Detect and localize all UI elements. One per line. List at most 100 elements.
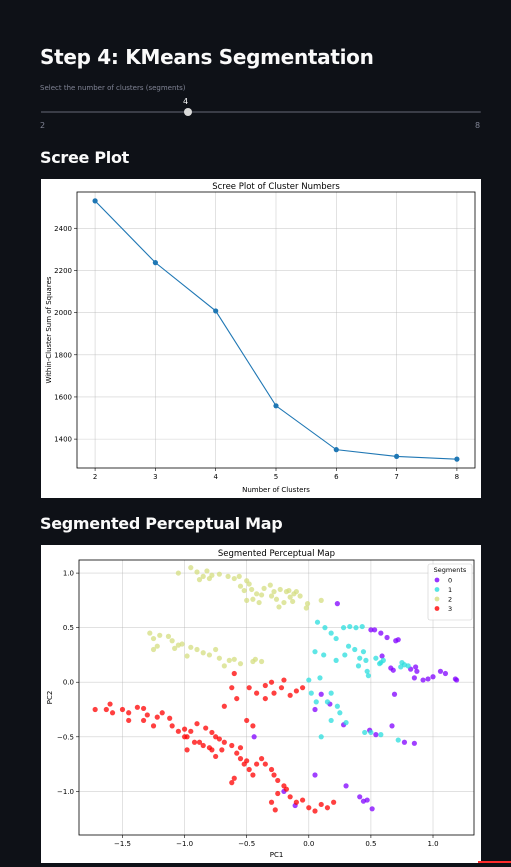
data-point-segment-0 [251,734,257,740]
data-point-segment-1 [365,673,372,679]
data-point-segment-3 [241,761,247,767]
data-point-segment-0 [343,783,349,789]
data-point-segment-0 [442,670,449,677]
slider-max-label: 8 [475,121,481,130]
data-point-segment-3 [254,761,260,767]
data-point-segment-3 [293,688,299,694]
data-point-segment-2 [194,569,200,575]
data-point-segment-1 [395,737,401,743]
data-point-segment-1 [313,699,319,705]
data-point-segment-0 [395,637,401,643]
data-point-segment-2 [236,573,242,579]
data-point-segment-0 [425,676,431,682]
y-tick-label: 0.0 [63,679,74,687]
data-point-segment-1 [334,703,340,709]
x-tick-label: 8 [455,473,459,481]
legend-marker-3 [434,606,440,611]
data-point-segment-3 [181,734,188,740]
data-point-segment-2 [237,661,244,667]
x-tick-label: 0.0 [303,840,314,848]
data-point-segment-3 [119,706,126,713]
scree-plot-heading: Scree Plot [40,148,130,167]
legend-marker-0 [434,577,440,583]
legend-label-3: 3 [448,605,452,613]
data-point-segment-3 [231,670,237,677]
page-title: Step 4: KMeans Segmentation [40,45,374,69]
data-point-segment-2 [258,658,265,665]
data-point-segment-2 [204,568,210,574]
slider-thumb[interactable] [183,108,192,116]
y-tick-label: 1600 [54,393,72,401]
data-point-segment-1 [328,717,334,724]
data-point-segment-0 [318,691,324,697]
data-point-segment-0 [391,691,398,697]
data-point-segment-2 [244,597,250,603]
data-point-segment-3 [184,747,190,753]
data-point-segment-3 [312,808,318,814]
x-tick-label: 5 [274,473,278,481]
data-point-segment-3 [287,692,293,698]
data-point-segment-1 [357,655,363,661]
legend-marker-2 [434,596,440,602]
slider-value: 4 [183,97,189,106]
data-point-segment-3 [271,690,277,696]
data-point-segment-2 [293,589,299,595]
data-point-segment-3 [287,794,293,800]
data-point-segment-1 [318,734,324,740]
y-tick-label: 2400 [54,225,72,233]
scree-plot-figure: Scree Plot of Cluster Numbers 2 3 4 5 6 7 8 1400… [41,179,481,498]
data-point-segment-2 [165,633,172,639]
plot-frame [78,559,475,836]
data-point-segment-3 [234,750,240,756]
data-point [454,456,460,462]
data-point-segment-1 [345,643,352,649]
data-point-segment-1 [362,729,368,736]
data-point-segment-3 [229,742,235,749]
data-point-segment-3 [268,679,275,685]
data-point [92,198,98,204]
data-point-segment-3 [234,695,240,702]
y-axis-label: Within-Cluster Sum of Squares [45,276,53,383]
x-tick-label: 2 [93,473,97,481]
data-point-segment-0 [414,668,420,674]
data-point-segment-1 [328,630,334,636]
data-point-segment-0 [372,627,378,633]
slider-track[interactable] [41,111,481,113]
data-point-segment-2 [237,583,244,589]
data-point-segment-1 [321,652,327,658]
data-point-segment-1 [343,719,349,726]
y-tick-label: 2000 [54,309,72,317]
data-point-segment-1 [376,661,383,667]
data-point-segment-1 [378,732,384,738]
y-tick-label: −0.5 [57,733,74,741]
data-point-segment-3 [293,799,299,805]
data-point-segment-3 [272,807,278,813]
data-point-segment-2 [252,656,258,662]
y-tick-label: 0.5 [63,624,74,632]
data-point-segment-3 [254,690,260,696]
data-point-segment-0 [430,674,436,680]
x-tick-label: −1.5 [114,840,131,848]
bottom-accent-line [478,861,511,863]
legend-marker-1 [434,587,440,592]
data-point-segment-3 [167,715,173,721]
y-tick-label: 1.0 [63,570,74,578]
data-point-segment-3 [126,717,132,724]
data-point [273,403,279,409]
data-point-segment-2 [216,571,222,577]
data-point-segment-0 [401,739,408,745]
data-point-segment-3 [219,747,225,753]
data-point-segment-2 [172,645,178,651]
data-point-segment-3 [194,721,200,727]
data-point-segment-1 [312,649,318,655]
y-tick-label: 2200 [54,267,72,275]
data-point-segment-3 [278,685,285,691]
data-point-segment-2 [267,582,273,588]
data-point-segment-3 [221,703,227,709]
data-point-segment-3 [246,766,252,773]
x-tick-label: 4 [213,473,218,481]
scree-plot-svg: Scree Plot of Cluster Numbers 2 3 4 5 6 7 8 1400… [45,182,476,494]
data-point-segment-3 [107,701,113,707]
data-point-segment-3 [268,766,275,773]
data-point-segment-1 [337,710,343,716]
